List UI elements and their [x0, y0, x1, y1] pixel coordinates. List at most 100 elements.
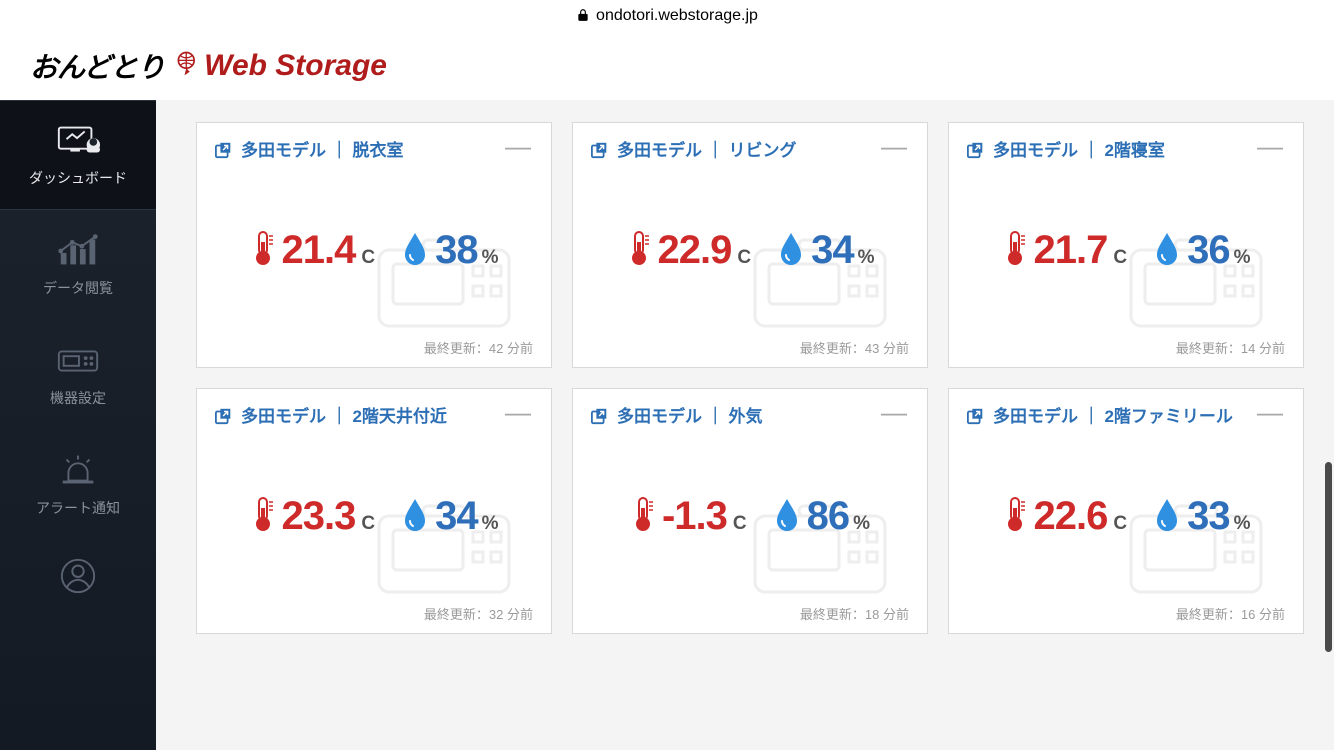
humidity-unit: % [1234, 247, 1251, 269]
droplet-icon [401, 231, 429, 270]
card-title-link[interactable]: 多田モデル ｜ 2階寝室 [967, 139, 1247, 163]
thermometer-icon [250, 230, 276, 271]
collapse-button[interactable]: — [1255, 405, 1285, 419]
temperature-value: 21.4 [282, 228, 356, 273]
humidity-unit: % [1234, 513, 1251, 535]
sensor-card: 多田モデル ｜ 脱衣室 — 21.4C 38% 最終更新：42 分前 [196, 122, 552, 368]
temperature-unit: C [1113, 247, 1127, 269]
site-header: おんどとり Web Storage [0, 32, 1334, 100]
collapse-button[interactable]: — [503, 405, 533, 419]
collapse-button[interactable]: — [879, 139, 909, 153]
temperature-unit: C [1113, 513, 1127, 535]
humidity-unit: % [858, 247, 875, 269]
temperature-metric: 21.7C [1002, 228, 1128, 273]
popout-icon [215, 141, 233, 159]
collapse-button[interactable]: — [879, 405, 909, 419]
sidebar-item-dashboard[interactable]: ダッシュボード [0, 100, 156, 210]
sensor-card: 多田モデル ｜ 外気—-1.3C86%最終更新：18 分前 [572, 388, 928, 634]
card-updated: 最終更新：32 分前 [215, 604, 533, 623]
sidebar: ダッシュボード データ閲覧 機器設定 アラート通知 [0, 100, 156, 750]
thermometer-icon [630, 496, 656, 537]
card-title-link[interactable]: 多田モデル ｜ 2階ファミリール [967, 405, 1247, 429]
cards-grid: 多田モデル ｜ 脱衣室—21.4C38%最終更新：42 分前多田モデル ｜ リビ… [196, 122, 1312, 634]
temperature-value: 21.7 [1034, 228, 1108, 273]
sensor-card: 多田モデル ｜ 2階天井付近 — 23.3C 34% 最終更新：32 分前 [196, 388, 552, 634]
chart-icon [55, 232, 101, 270]
logo-text-jp: おんどとり [30, 46, 164, 86]
card-title-text: 多田モデル ｜ 2階ファミリール [993, 405, 1247, 429]
temperature-metric: 22.9C [626, 228, 752, 273]
humidity-metric: 36% [1153, 228, 1250, 273]
sensor-card: 多田モデル ｜ リビング — 22.9C 34% 最終更新：43 分前 [572, 122, 928, 368]
card-title-text: 多田モデル ｜ リビング [617, 139, 871, 163]
card-title-text: 多田モデル ｜ 2階天井付近 [241, 405, 495, 429]
browser-url-bar: ondotori.webstorage.jp [0, 0, 1334, 32]
temperature-value: 23.3 [282, 494, 356, 539]
popout-icon [591, 141, 609, 159]
main-content: 多田モデル ｜ 脱衣室—21.4C38%最終更新：42 分前多田モデル ｜ リビ… [156, 100, 1334, 750]
logo-text-web: Web Storage [204, 49, 387, 83]
thermometer-icon [1002, 230, 1028, 271]
sensor-card: 多田モデル ｜ 2階寝室 — 21.7C 36% 最終更新：14 分前 [948, 122, 1304, 368]
droplet-icon [1153, 497, 1181, 536]
sidebar-item-label: データ閲覧 [43, 278, 113, 298]
temperature-metric: 21.4C [250, 228, 376, 273]
lock-icon [576, 8, 590, 25]
browser-url: ondotori.webstorage.jp [596, 7, 758, 25]
popout-icon [215, 407, 233, 425]
temperature-value: 22.9 [658, 228, 732, 273]
droplet-icon [1153, 231, 1181, 270]
collapse-button[interactable]: — [503, 139, 533, 153]
sidebar-item-data[interactable]: データ閲覧 [0, 210, 156, 320]
humidity-value: 34 [811, 228, 854, 273]
humidity-unit: % [853, 513, 870, 535]
collapse-button[interactable]: — [1255, 139, 1285, 153]
card-updated: 最終更新：16 分前 [967, 604, 1285, 623]
temperature-unit: C [361, 513, 375, 535]
droplet-icon [773, 497, 801, 536]
humidity-value: 38 [435, 228, 478, 273]
card-title-text: 多田モデル ｜ 2階寝室 [993, 139, 1247, 163]
popout-icon [967, 141, 985, 159]
droplet-icon [401, 497, 429, 536]
card-updated: 最終更新：42 分前 [215, 338, 533, 357]
humidity-metric: 34% [777, 228, 874, 273]
alert-icon [55, 452, 101, 490]
logo-globe-icon [174, 49, 202, 82]
temperature-unit: C [733, 513, 747, 535]
humidity-metric: 34% [401, 494, 498, 539]
humidity-unit: % [482, 247, 499, 269]
temperature-unit: C [361, 247, 375, 269]
humidity-metric: 33% [1153, 494, 1250, 539]
sidebar-item-device[interactable]: 機器設定 [0, 320, 156, 430]
thermometer-icon [1002, 496, 1028, 537]
sidebar-item-profile[interactable] [0, 540, 156, 620]
temperature-metric: 22.6C [1002, 494, 1128, 539]
humidity-value: 34 [435, 494, 478, 539]
dashboard-icon [55, 122, 101, 160]
humidity-value: 86 [807, 494, 850, 539]
device-icon [55, 342, 101, 380]
card-title-link[interactable]: 多田モデル ｜ リビング [591, 139, 871, 163]
temperature-metric: 23.3C [250, 494, 376, 539]
popout-icon [591, 407, 609, 425]
temperature-unit: C [737, 247, 751, 269]
temperature-metric: -1.3C [630, 494, 747, 539]
scrollbar[interactable] [1325, 462, 1332, 652]
sidebar-item-label: アラート通知 [36, 498, 120, 518]
card-title-link[interactable]: 多田モデル ｜ 脱衣室 [215, 139, 495, 163]
humidity-metric: 86% [773, 494, 870, 539]
card-title-text: 多田モデル ｜ 脱衣室 [241, 139, 495, 163]
profile-icon [55, 557, 101, 595]
card-title-link[interactable]: 多田モデル ｜ 2階天井付近 [215, 405, 495, 429]
humidity-value: 33 [1187, 494, 1230, 539]
sidebar-item-alert[interactable]: アラート通知 [0, 430, 156, 540]
card-updated: 最終更新：43 分前 [591, 338, 909, 357]
temperature-value: 22.6 [1034, 494, 1108, 539]
thermometer-icon [626, 230, 652, 271]
card-updated: 最終更新：14 分前 [967, 338, 1285, 357]
humidity-value: 36 [1187, 228, 1230, 273]
card-title-link[interactable]: 多田モデル ｜ 外気 [591, 405, 871, 429]
droplet-icon [777, 231, 805, 270]
humidity-unit: % [482, 513, 499, 535]
